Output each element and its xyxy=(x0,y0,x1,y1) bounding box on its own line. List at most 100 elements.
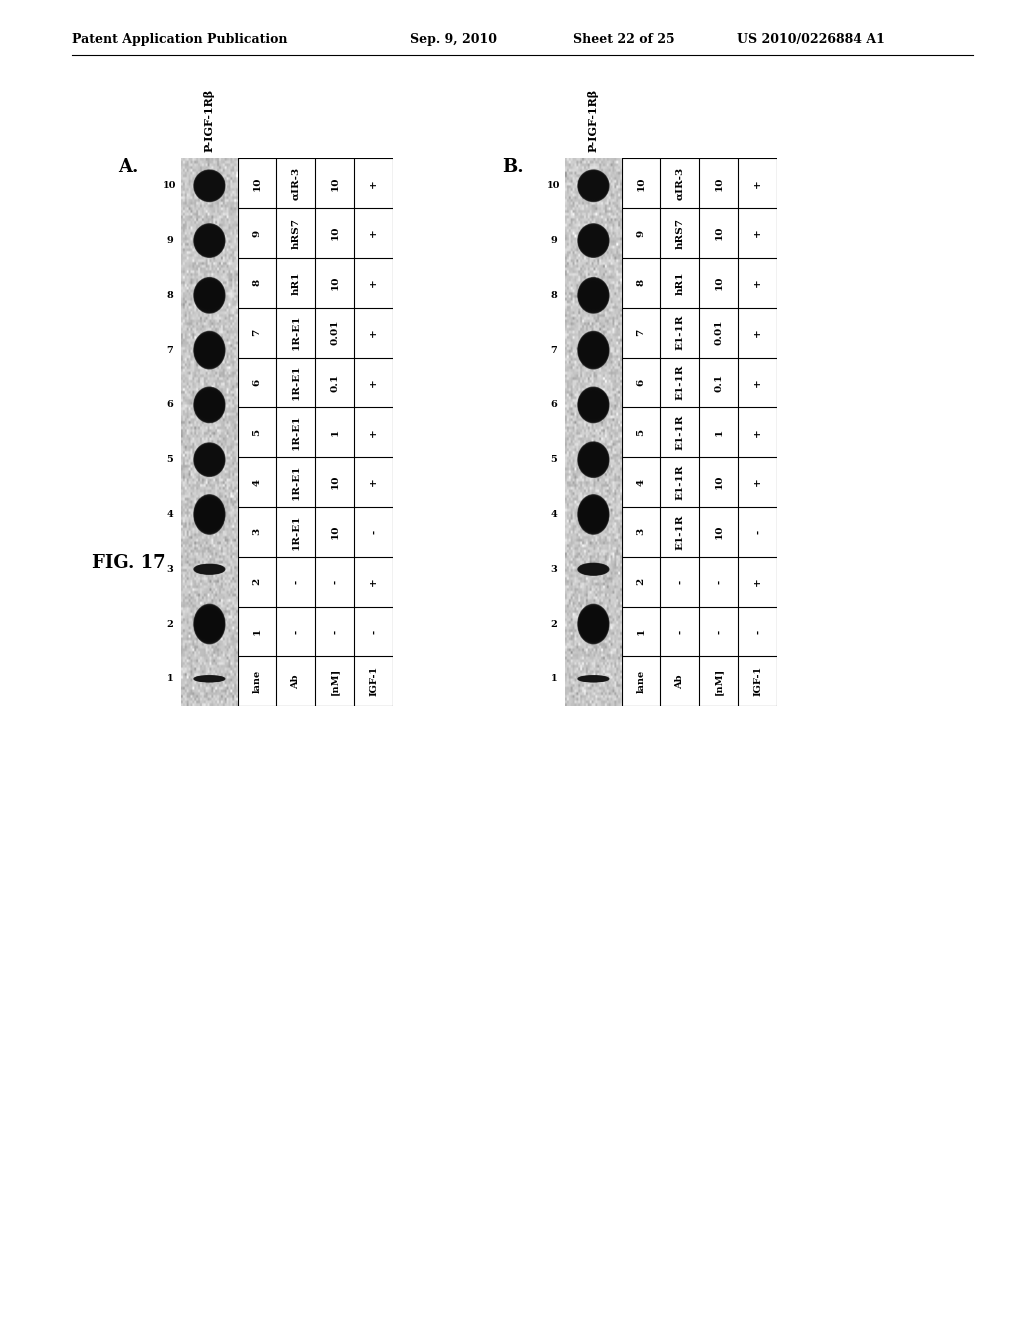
Ellipse shape xyxy=(205,457,214,462)
Ellipse shape xyxy=(198,449,221,471)
Text: hR1: hR1 xyxy=(676,271,684,294)
Text: 10: 10 xyxy=(331,226,339,240)
Ellipse shape xyxy=(585,677,602,680)
Ellipse shape xyxy=(589,622,598,627)
Text: αIR-3: αIR-3 xyxy=(676,166,684,199)
Ellipse shape xyxy=(199,566,220,572)
Ellipse shape xyxy=(586,289,601,302)
Ellipse shape xyxy=(585,566,602,572)
Text: 10: 10 xyxy=(331,524,339,539)
Ellipse shape xyxy=(580,676,607,681)
Ellipse shape xyxy=(587,619,600,630)
Ellipse shape xyxy=(588,401,599,408)
Ellipse shape xyxy=(585,451,602,469)
Ellipse shape xyxy=(578,676,609,681)
Ellipse shape xyxy=(202,288,217,302)
Ellipse shape xyxy=(584,450,603,469)
Ellipse shape xyxy=(201,453,218,467)
Ellipse shape xyxy=(579,442,608,477)
Ellipse shape xyxy=(201,677,218,680)
Ellipse shape xyxy=(194,224,225,257)
Ellipse shape xyxy=(201,341,218,359)
Text: +: + xyxy=(754,577,762,586)
Ellipse shape xyxy=(586,343,601,356)
Text: -: - xyxy=(715,579,723,583)
Ellipse shape xyxy=(586,507,601,521)
Ellipse shape xyxy=(200,677,219,681)
Ellipse shape xyxy=(581,282,606,309)
Ellipse shape xyxy=(195,606,224,642)
Ellipse shape xyxy=(584,286,603,305)
Text: 10: 10 xyxy=(331,176,339,190)
Ellipse shape xyxy=(587,510,600,520)
Text: 8: 8 xyxy=(551,290,557,300)
Ellipse shape xyxy=(204,292,215,298)
Ellipse shape xyxy=(590,239,597,242)
Ellipse shape xyxy=(205,238,214,243)
Text: 3: 3 xyxy=(551,565,557,574)
Ellipse shape xyxy=(203,400,216,411)
Text: 0.1: 0.1 xyxy=(715,374,723,392)
Ellipse shape xyxy=(584,395,603,414)
Ellipse shape xyxy=(205,293,214,297)
Ellipse shape xyxy=(579,676,608,681)
Text: -: - xyxy=(754,630,762,634)
Ellipse shape xyxy=(199,338,220,362)
Text: Ab: Ab xyxy=(676,675,684,689)
Ellipse shape xyxy=(204,457,215,463)
Ellipse shape xyxy=(198,566,221,573)
Ellipse shape xyxy=(581,446,606,473)
Ellipse shape xyxy=(201,615,218,632)
Ellipse shape xyxy=(202,180,217,191)
Ellipse shape xyxy=(197,676,222,681)
Text: 4: 4 xyxy=(637,479,645,486)
Ellipse shape xyxy=(196,280,223,310)
Ellipse shape xyxy=(206,623,213,624)
Text: hRS7: hRS7 xyxy=(292,218,300,248)
Ellipse shape xyxy=(578,495,609,535)
Ellipse shape xyxy=(206,294,213,296)
Ellipse shape xyxy=(589,239,598,243)
Ellipse shape xyxy=(199,395,220,416)
Ellipse shape xyxy=(203,618,216,631)
Ellipse shape xyxy=(583,285,604,306)
Text: +: + xyxy=(370,180,378,187)
Ellipse shape xyxy=(198,502,221,528)
Ellipse shape xyxy=(582,284,605,308)
Text: IGF-1: IGF-1 xyxy=(370,667,378,697)
Ellipse shape xyxy=(585,342,602,358)
Ellipse shape xyxy=(586,234,601,247)
Ellipse shape xyxy=(581,609,606,639)
Ellipse shape xyxy=(198,392,221,417)
Ellipse shape xyxy=(586,399,601,412)
Text: 9: 9 xyxy=(637,230,645,236)
Ellipse shape xyxy=(589,293,598,298)
Ellipse shape xyxy=(204,292,215,300)
Ellipse shape xyxy=(194,495,225,535)
Ellipse shape xyxy=(586,288,601,302)
Ellipse shape xyxy=(580,498,607,532)
Ellipse shape xyxy=(583,284,604,306)
Ellipse shape xyxy=(205,293,214,298)
Text: [nM]: [nM] xyxy=(715,668,723,694)
Ellipse shape xyxy=(200,566,219,572)
Ellipse shape xyxy=(200,503,219,525)
Ellipse shape xyxy=(204,619,215,628)
Ellipse shape xyxy=(588,678,599,680)
Ellipse shape xyxy=(200,285,219,305)
Text: 0.1: 0.1 xyxy=(331,374,339,392)
Ellipse shape xyxy=(584,566,603,573)
Ellipse shape xyxy=(588,292,599,300)
Ellipse shape xyxy=(579,564,608,576)
Ellipse shape xyxy=(195,565,224,574)
Ellipse shape xyxy=(206,294,213,297)
Text: Sheet 22 of 25: Sheet 22 of 25 xyxy=(573,33,675,46)
Ellipse shape xyxy=(582,174,605,197)
Ellipse shape xyxy=(583,566,604,573)
Ellipse shape xyxy=(205,569,214,570)
Ellipse shape xyxy=(590,513,597,516)
Ellipse shape xyxy=(581,391,606,420)
Ellipse shape xyxy=(205,347,214,354)
Ellipse shape xyxy=(588,401,599,409)
Ellipse shape xyxy=(590,623,597,626)
